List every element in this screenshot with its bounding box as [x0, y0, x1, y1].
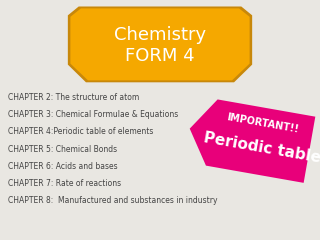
Polygon shape [68, 6, 252, 82]
Text: CHAPTER 3: Chemical Formulae & Equations: CHAPTER 3: Chemical Formulae & Equations [8, 110, 178, 119]
Text: CHAPTER 6: Acids and bases: CHAPTER 6: Acids and bases [8, 162, 118, 171]
Text: CHAPTER 4:Periodic table of elements: CHAPTER 4:Periodic table of elements [8, 127, 153, 136]
Text: FORM 4: FORM 4 [125, 48, 195, 66]
Text: IMPORTANT!!: IMPORTANT!! [226, 112, 299, 135]
Text: Chemistry: Chemistry [114, 26, 206, 44]
Text: CHAPTER 8:  Manufactured and substances in industry: CHAPTER 8: Manufactured and substances i… [8, 196, 218, 205]
Text: Periodic table: Periodic table [203, 130, 320, 165]
Polygon shape [70, 8, 250, 80]
Text: CHAPTER 7: Rate of reactions: CHAPTER 7: Rate of reactions [8, 179, 121, 188]
Text: CHAPTER 5: Chemical Bonds: CHAPTER 5: Chemical Bonds [8, 144, 117, 154]
Polygon shape [190, 99, 315, 183]
Text: CHAPTER 2: The structure of atom: CHAPTER 2: The structure of atom [8, 93, 139, 102]
